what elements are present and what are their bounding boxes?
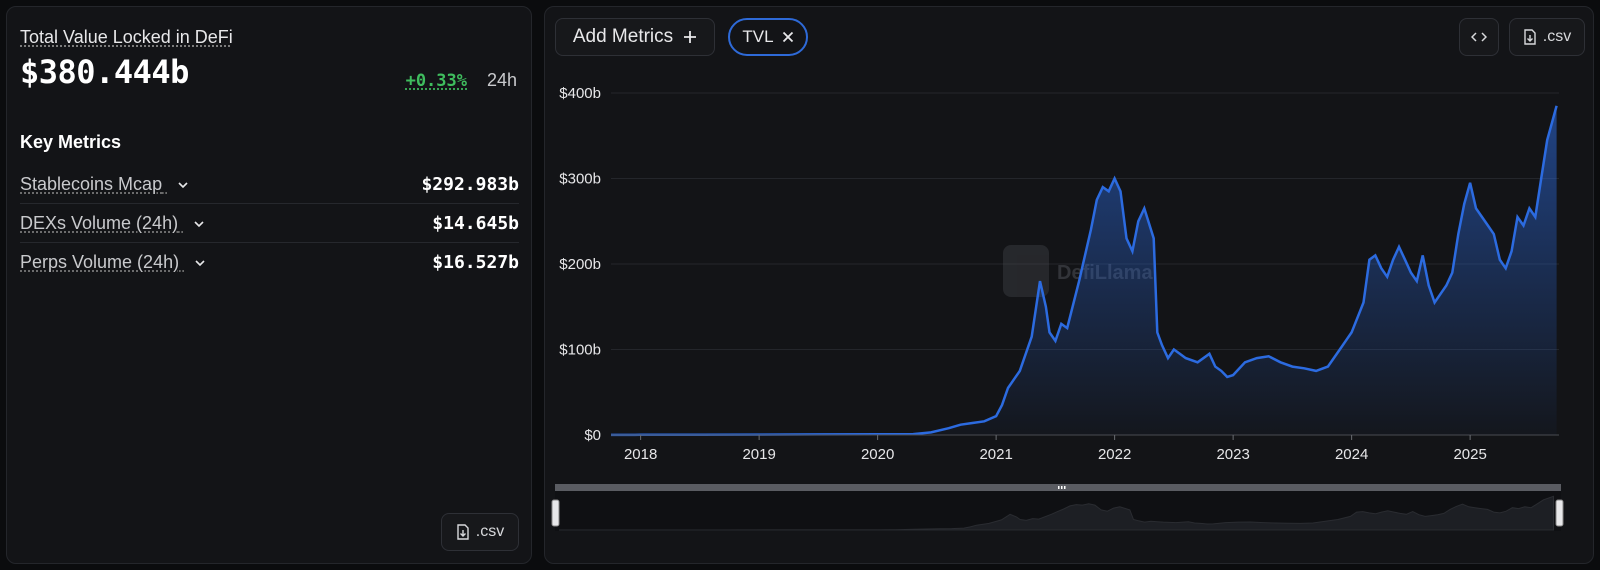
x-tick-label: 2019	[742, 446, 775, 463]
metric-value: $292.983b	[421, 174, 519, 195]
chevron-down-icon[interactable]	[177, 179, 189, 191]
x-tick-label: 2022	[1098, 446, 1131, 463]
metric-label[interactable]: DEXs Volume (24h)	[20, 213, 205, 234]
embed-button[interactable]	[1459, 18, 1499, 56]
code-icon	[1471, 32, 1487, 42]
metric-label-text: Stablecoins Mcap	[20, 174, 163, 194]
metric-value: $16.527b	[432, 252, 519, 273]
add-metrics-button[interactable]: Add Metrics	[555, 18, 715, 56]
chart-panel: Add Metrics TVL .csv DefiLlama $0$100b$2…	[544, 6, 1594, 564]
tvl-title[interactable]: Total Value Locked in DeFi	[20, 27, 233, 47]
metric-label[interactable]: Stablecoins Mcap	[20, 174, 189, 195]
y-tick-label: $300b	[559, 171, 601, 188]
brush-grip-icon[interactable]	[1064, 486, 1066, 489]
csv-label: .csv	[1542, 28, 1572, 45]
x-tick-label: 2025	[1453, 446, 1486, 463]
file-download-icon	[1524, 29, 1536, 45]
brush-handle-left[interactable]	[551, 499, 560, 527]
metric-chip-tvl[interactable]: TVL	[728, 18, 808, 56]
y-tick-label: $0	[584, 427, 601, 444]
x-tick-label: 2024	[1335, 446, 1368, 463]
metric-row-perps-volume[interactable]: Perps Volume (24h) $16.527b	[20, 243, 519, 281]
x-tick-label: 2023	[1216, 446, 1249, 463]
plus-icon	[684, 31, 697, 43]
tvl-chart[interactable]: DefiLlama $0$100b$200b$300b$400b 2018201…	[545, 7, 1594, 563]
csv-label: .csv	[475, 523, 505, 540]
chip-label: TVL	[742, 27, 774, 46]
download-csv-button[interactable]: .csv	[1509, 18, 1585, 56]
tvl-change[interactable]: +0.33%	[405, 71, 467, 91]
brush-preview-area	[559, 495, 1554, 531]
x-tick-label: 2021	[979, 446, 1012, 463]
metric-label-text: Perps Volume (24h)	[20, 252, 180, 272]
download-csv-button[interactable]: .csv	[441, 513, 519, 551]
brush-grip-icon[interactable]	[1058, 486, 1060, 489]
llama-logo-icon	[1003, 245, 1049, 297]
tvl-period: 24h	[486, 70, 517, 90]
y-tick-label: $200b	[559, 256, 601, 273]
summary-panel: Total Value Locked in DeFi $380.444b +0.…	[6, 6, 532, 564]
brush-grip-icon[interactable]	[1061, 486, 1063, 489]
x-tick-label: 2020	[861, 446, 894, 463]
metric-label[interactable]: Perps Volume (24h)	[20, 252, 206, 273]
chevron-down-icon[interactable]	[193, 218, 205, 230]
tvl-line	[610, 105, 1558, 437]
metric-label-text: DEXs Volume (24h)	[20, 213, 179, 233]
chevron-down-icon[interactable]	[194, 257, 206, 269]
add-metrics-label: Add Metrics	[572, 26, 674, 47]
tvl-value: $380.444b	[20, 53, 189, 91]
metric-value: $14.645b	[432, 213, 519, 234]
y-tick-label: $400b	[559, 85, 601, 102]
brush-handle-right[interactable]	[1555, 499, 1564, 527]
y-tick-label: $100b	[559, 342, 601, 359]
file-download-icon	[457, 524, 469, 540]
metric-row-stablecoins[interactable]: Stablecoins Mcap $292.983b	[20, 165, 519, 204]
metric-row-dex-volume[interactable]: DEXs Volume (24h) $14.645b	[20, 204, 519, 243]
close-icon[interactable]	[782, 31, 794, 43]
tvl-area	[611, 105, 1557, 436]
key-metrics-title: Key Metrics	[20, 132, 122, 152]
range-brush[interactable]	[551, 484, 1564, 531]
x-tick-label: 2018	[624, 446, 657, 463]
